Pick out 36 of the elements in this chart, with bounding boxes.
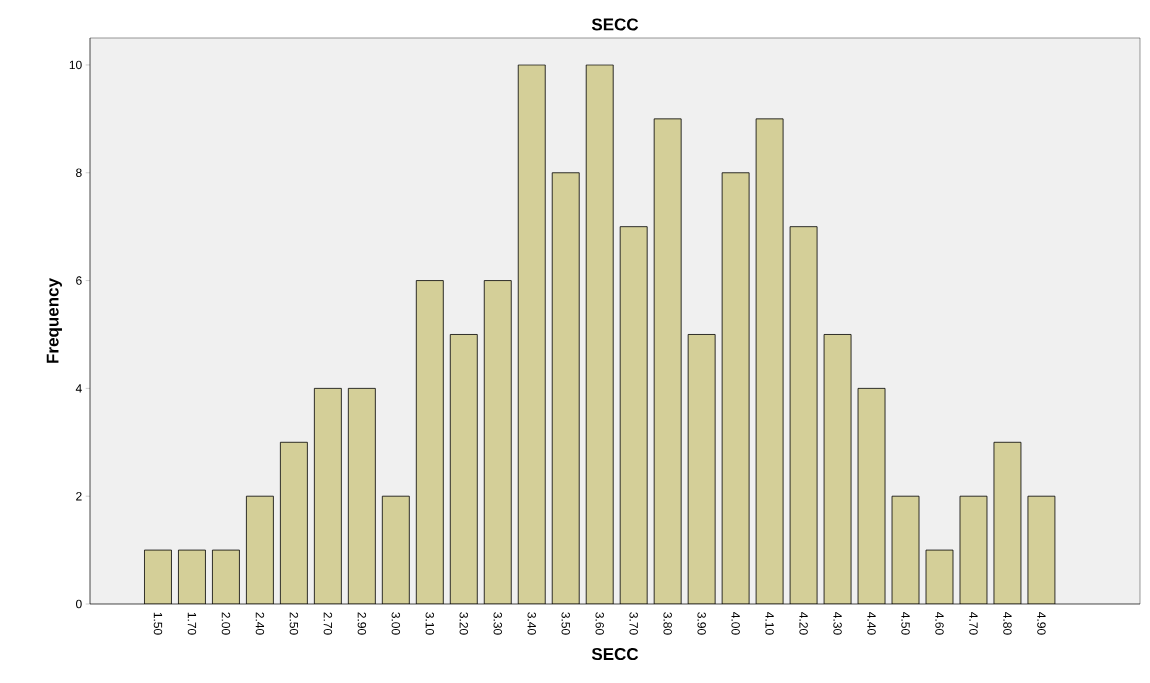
y-tick-label: 0 [76, 599, 82, 609]
x-tick-label: 3.50 [561, 612, 570, 635]
y-tick-label: 8 [76, 168, 82, 177]
x-tick-label: 4.00 [731, 612, 740, 635]
x-tick-label: 4.10 [765, 612, 774, 635]
x-tick-label: 2.40 [255, 612, 265, 635]
x-tick-label: 2.90 [357, 612, 367, 635]
x-tick-label: 3.10 [425, 612, 435, 635]
x-axis-title: SECC [591, 648, 639, 661]
x-tick-label: 3.30 [493, 612, 503, 635]
x-tick-label: 4.80 [1003, 612, 1012, 635]
x-tick-label: 3.60 [595, 612, 604, 635]
x-tick-label: 2.70 [323, 612, 333, 635]
x-tick-label: 4.60 [935, 612, 944, 635]
x-tick-label: 1.70 [187, 612, 197, 635]
y-tick-label: 10 [69, 60, 82, 70]
x-tick-label: 3.40 [527, 612, 536, 635]
x-tick-label: 3.80 [663, 612, 672, 635]
x-tick-label: 4.20 [799, 612, 808, 635]
x-tick-label: 2.50 [289, 612, 299, 635]
x-tick-label: 3.70 [629, 612, 638, 635]
y-tick-label: 6 [76, 276, 82, 285]
x-tick-label: 3.20 [459, 612, 469, 635]
x-tick-label: 4.40 [867, 612, 876, 635]
y-tick-label: 2 [76, 492, 82, 501]
y-axis-title: Frequency [46, 278, 62, 363]
x-tick-label: 3.90 [697, 612, 706, 635]
y-tick-label: 4 [75, 384, 82, 393]
x-tick-label: 4.50 [901, 612, 910, 635]
x-tick-label: 4.90 [1037, 612, 1046, 635]
x-tick-label: 3.00 [391, 612, 401, 635]
x-tick-label: 4.30 [833, 612, 842, 635]
x-tick-label: 2.00 [221, 612, 231, 635]
x-tick-label: 4.70 [969, 612, 978, 635]
x-tick-label: 1.50 [153, 612, 163, 635]
chart-title: SECC [591, 18, 639, 31]
